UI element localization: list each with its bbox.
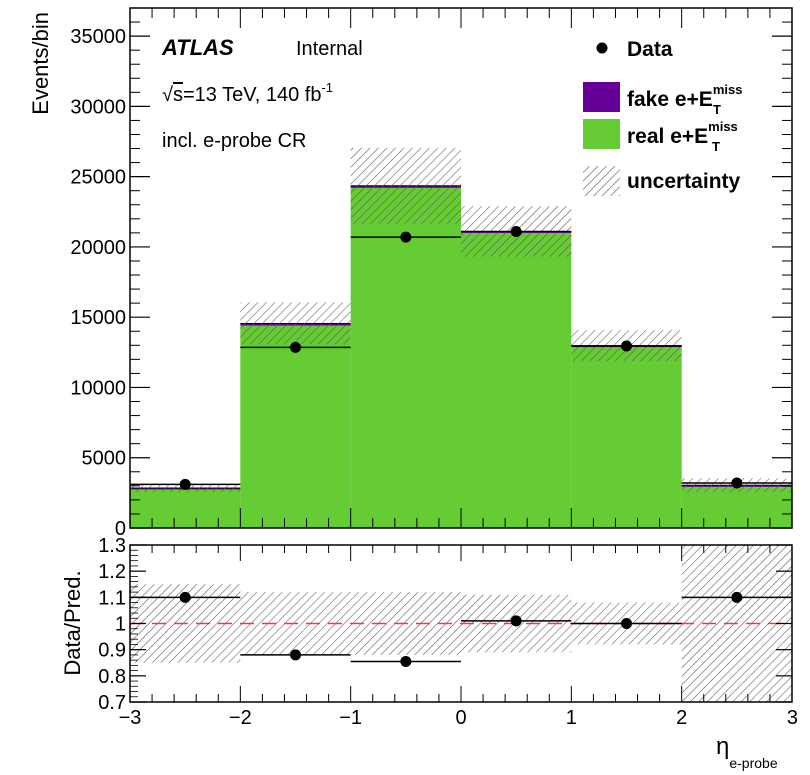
bar-real-bin-3 bbox=[461, 232, 572, 528]
x-tick-label: 0 bbox=[455, 707, 466, 729]
legend-fake-label: fake e+Emiss T bbox=[627, 82, 742, 117]
lumi-exponent: -1 bbox=[321, 80, 333, 95]
main-stacked-bars bbox=[130, 185, 792, 528]
uncertainty-band-bin-2 bbox=[350, 147, 461, 224]
bar-real-bin-0 bbox=[130, 488, 241, 528]
main-panel: 0 5000 10000 15000 20000 25000 30000 35000 Even… bbox=[28, 7, 793, 540]
main-y-axis-label: Events/bin bbox=[28, 12, 53, 115]
main-x-ticks bbox=[129, 8, 793, 528]
sqrt-symbol: √ bbox=[162, 84, 173, 106]
x-tick-label: −3 bbox=[119, 707, 142, 729]
legend-fake-sup: miss bbox=[713, 82, 743, 97]
y-tick-label: 15000 bbox=[70, 307, 126, 329]
ratio-data-points bbox=[130, 591, 792, 667]
data-point-bin-4 bbox=[621, 340, 632, 352]
y-tick-label: 30000 bbox=[70, 96, 126, 118]
x-tick-label: 2 bbox=[676, 707, 687, 729]
ratio-y-tick-label: 0.9 bbox=[98, 640, 126, 662]
legend-real-sup: miss bbox=[708, 119, 738, 134]
x-tick-label: −2 bbox=[229, 707, 252, 729]
legend: Data fake e+Emiss T real e+Emiss T uncerta… bbox=[583, 38, 742, 196]
y-tick-label: 10000 bbox=[70, 377, 126, 399]
y-tick-label: 0 bbox=[115, 518, 126, 540]
data-point-bin-2 bbox=[400, 231, 412, 243]
ratio-y-tick-label: 0.8 bbox=[98, 666, 126, 688]
uncertainty-band-bin-1 bbox=[240, 302, 351, 345]
ratio-y-tick-label: 1 bbox=[115, 614, 126, 636]
legend-uncertainty-label: uncertainty bbox=[627, 170, 741, 193]
legend-real-label: real e+Emiss T bbox=[627, 119, 738, 154]
ratio-point-bin-3 bbox=[510, 615, 522, 627]
ratio-point-bin-5 bbox=[731, 591, 743, 603]
y-tick-label: 25000 bbox=[70, 167, 126, 189]
y-tick-label: 35000 bbox=[70, 26, 126, 48]
legend-uncertainty-swatch bbox=[583, 166, 620, 196]
bar-real-bin-4 bbox=[571, 346, 682, 528]
energy-lumi-label: √s=13 TeV, 140 fb-1 bbox=[162, 80, 333, 106]
x-axis-eta: η bbox=[716, 733, 729, 760]
ratio-point-bin-4 bbox=[621, 618, 632, 629]
ratio-point-bin-1 bbox=[290, 649, 301, 661]
y-tick-label: 20000 bbox=[70, 237, 126, 259]
internal-label: Internal bbox=[296, 38, 363, 60]
ratio-y-axis-label: Data/Pred. bbox=[60, 570, 85, 675]
data-point-bin-1 bbox=[290, 341, 301, 353]
x-tick-label: 3 bbox=[787, 707, 798, 729]
ratio-y-tick-label: 1.3 bbox=[98, 535, 126, 557]
x-axis-subscript: e-probe bbox=[729, 755, 777, 771]
data-point-bin-3 bbox=[510, 225, 522, 237]
ratio-point-bin-2 bbox=[400, 655, 412, 667]
x-axis-label: ηe-probe bbox=[716, 733, 778, 771]
bar-real-bin-5 bbox=[681, 485, 792, 528]
legend-real-sub: T bbox=[712, 139, 720, 154]
ratio-y-tick-label: 1.2 bbox=[98, 561, 126, 583]
ratio-panel: 0.7 0.8 0.9 1 1.1 1.2 1.3 −3 −2 −1 0 1 2 3 Data/Pred… bbox=[60, 535, 798, 771]
legend-data-label: Data bbox=[627, 38, 673, 61]
legend-fake-main: fake e+E bbox=[627, 88, 713, 111]
legend-real-swatch bbox=[583, 119, 620, 149]
y-tick-label: 5000 bbox=[82, 448, 127, 470]
legend-real-main: real e+E bbox=[627, 125, 708, 148]
ratio-point-bin-0 bbox=[179, 591, 191, 603]
ratio-y-tick-label: 1.1 bbox=[98, 587, 126, 609]
legend-fake-sub: T bbox=[713, 102, 721, 117]
ratio-x-ticks: −3 −2 −1 0 1 2 3 bbox=[119, 545, 798, 729]
legend-data-marker bbox=[596, 42, 608, 54]
data-point-bin-5 bbox=[731, 477, 743, 489]
x-tick-label: 1 bbox=[566, 707, 577, 729]
energy-lumi-main: =13 TeV, 140 fb bbox=[183, 84, 321, 106]
legend-fake-swatch bbox=[583, 82, 620, 112]
bar-real-bin-2 bbox=[350, 187, 461, 528]
ratio-y-ticks: 0.7 0.8 0.9 1 1.1 1.2 1.3 bbox=[98, 535, 792, 714]
atlas-label: ATLAS bbox=[161, 35, 234, 60]
ratio-y-tick-label: 0.7 bbox=[98, 692, 126, 714]
region-label: incl. e-probe CR bbox=[162, 130, 307, 152]
main-data-points bbox=[130, 225, 792, 490]
x-tick-label: −1 bbox=[339, 707, 362, 729]
bar-real-bin-1 bbox=[240, 325, 351, 528]
sqrt-s: s bbox=[173, 84, 183, 106]
data-point-bin-0 bbox=[179, 478, 191, 490]
main-y-ticks: 0 5000 10000 15000 20000 25000 30000 35000 bbox=[70, 21, 792, 540]
